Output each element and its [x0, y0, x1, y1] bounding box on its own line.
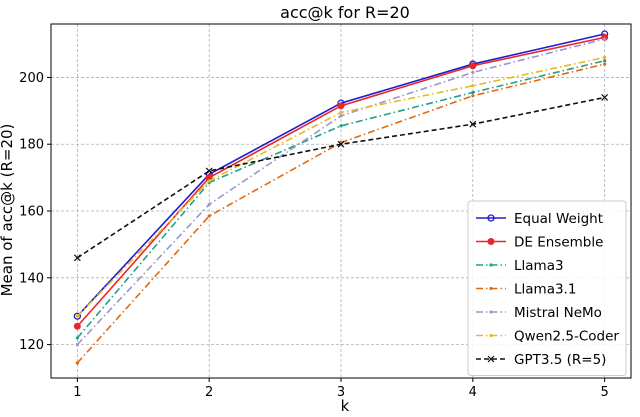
- legend-entry: GPT3.5 (R=5): [476, 352, 606, 368]
- legend-label: Equal Weight: [514, 211, 603, 227]
- legend-label: GPT3.5 (R=5): [514, 352, 606, 368]
- data-point: [469, 62, 477, 70]
- data-point: [75, 336, 79, 340]
- legend-entry: Llama3: [476, 258, 564, 274]
- y-axis-label: Mean of acc@k (R=20): [0, 124, 16, 297]
- data-point: [207, 214, 211, 218]
- data-point: [469, 120, 477, 128]
- axes: 1 2 3 4 5 120 140 160 180 200: [19, 23, 632, 400]
- x-tick-label: 1: [73, 385, 81, 400]
- legend-label: DE Ensemble: [514, 235, 603, 251]
- data-point: [487, 238, 495, 245]
- legend-entry: Equal Weight: [476, 211, 603, 227]
- legend-label: Llama3.1: [514, 282, 576, 298]
- data-point: [487, 214, 495, 222]
- data-point: [471, 90, 475, 95]
- legend-box: [467, 200, 627, 376]
- x-tick-label: 3: [337, 385, 345, 400]
- data-point: [471, 70, 475, 75]
- data-point: [207, 202, 211, 206]
- series-llama3-1: [75, 62, 607, 365]
- y-tick-label: 140: [19, 271, 44, 286]
- legend-label: Llama3: [514, 258, 564, 274]
- y-tick-label: 180: [19, 138, 44, 153]
- data-point: [75, 314, 79, 318]
- data-point: [339, 124, 343, 128]
- data-point: [603, 55, 607, 59]
- data-point: [75, 361, 79, 365]
- y-tick-label: 120: [19, 338, 44, 353]
- y-tick-label: 160: [19, 205, 44, 220]
- data-point: [73, 312, 82, 320]
- series-mistral-nemo: [75, 37, 607, 347]
- x-tick-label: 5: [600, 385, 608, 400]
- data-point: [603, 59, 607, 63]
- legend-entry: Mistral NeMo: [476, 305, 602, 321]
- legend-entry: Qwen2.5-Coder: [476, 329, 619, 345]
- data-point: [207, 179, 211, 183]
- legend-label: Mistral NeMo: [514, 305, 602, 321]
- series-gpt3-5-r-5: [73, 94, 609, 262]
- x-axis-label: k: [341, 397, 350, 413]
- data-point: [471, 84, 475, 88]
- legend-entry: Llama3.1: [476, 282, 576, 298]
- legend-label: Qwen2.5-Coder: [514, 329, 619, 345]
- series-lines: [73, 30, 609, 365]
- data-point: [489, 310, 493, 314]
- data-point: [489, 263, 493, 267]
- y-tick-label: 200: [19, 71, 44, 86]
- data-point: [471, 94, 475, 98]
- data-point: [337, 140, 345, 148]
- data-point: [487, 355, 495, 363]
- series-line: [76, 59, 605, 339]
- data-point: [339, 114, 343, 118]
- series-qwen2-5-coder: [75, 55, 607, 318]
- x-tick-label: 4: [469, 385, 477, 400]
- data-point: [73, 254, 81, 262]
- legend-entry: DE Ensemble: [476, 235, 603, 251]
- data-point: [603, 37, 607, 41]
- data-point: [603, 62, 607, 66]
- data-point: [339, 110, 343, 115]
- data-point: [337, 102, 345, 110]
- data-point: [601, 94, 609, 101]
- data-point: [75, 343, 79, 347]
- data-point: [205, 167, 213, 175]
- chart-title: acc@k for R=20: [280, 3, 410, 22]
- data-point: [489, 286, 493, 291]
- legend: Equal Weight DE Ensemble Llama3 Llama3.1 Mis…: [467, 200, 627, 376]
- x-tick-label: 2: [205, 385, 213, 400]
- data-point: [73, 322, 81, 330]
- data-point: [489, 333, 493, 338]
